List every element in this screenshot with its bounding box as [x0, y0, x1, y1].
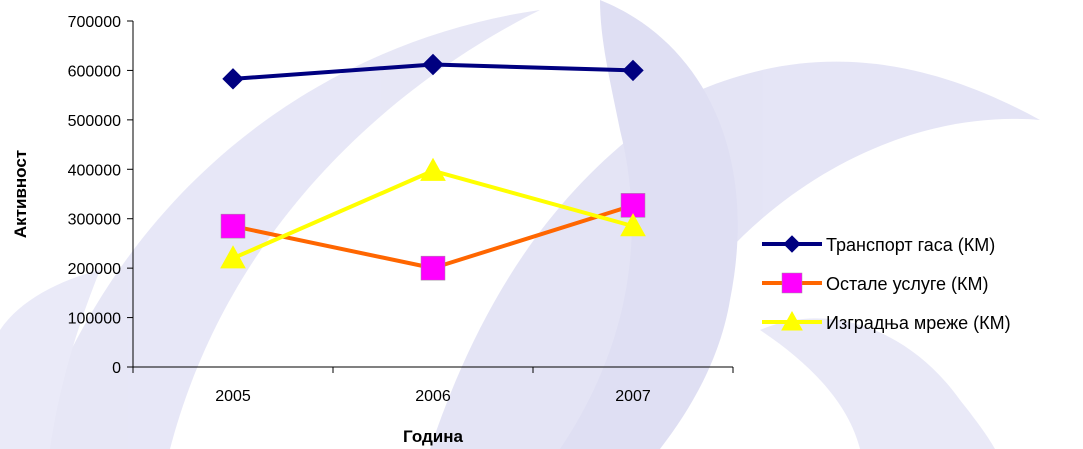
legend-marker	[783, 235, 801, 253]
series-1	[222, 53, 644, 90]
legend-item-2: Остале услуге (КМ)	[762, 272, 989, 294]
axes: 0 100000 200000 300000 400000 500000 600000 700…	[11, 14, 734, 446]
y-tick-label: 500000	[68, 113, 121, 130]
y-tick-label: 600000	[68, 63, 121, 80]
data-point	[222, 68, 244, 90]
legend-marker	[781, 272, 803, 294]
data-point	[220, 213, 246, 239]
series-2	[220, 193, 646, 281]
legend-label: Изградња мреже (КМ)	[826, 313, 1011, 333]
data-point	[622, 59, 644, 82]
data-point	[422, 53, 444, 76]
x-tick-label: 2006	[415, 388, 451, 405]
series-3	[220, 157, 646, 269]
legend-label: Транспорт гаса (КМ)	[826, 235, 995, 255]
x-tick-label: 2007	[615, 388, 651, 405]
data-point	[620, 213, 646, 237]
legend-marker	[781, 310, 803, 331]
background-watermark	[0, 0, 1040, 449]
y-tick-label: 400000	[68, 162, 121, 179]
legend: Транспорт гаса (КМ) Остале услуге (КМ) Изг…	[762, 235, 1011, 333]
data-point	[420, 255, 446, 281]
y-tick-label: 700000	[68, 14, 121, 31]
legend-label: Остале услуге (КМ)	[826, 274, 989, 294]
y-tick-label: 100000	[68, 311, 121, 328]
y-axis-title: Активност	[11, 150, 30, 238]
y-tick-label: 200000	[68, 261, 121, 278]
plot-area	[220, 53, 646, 281]
data-point	[420, 157, 446, 181]
y-tick-label: 300000	[68, 212, 121, 229]
x-axis-title: Година	[403, 427, 463, 446]
x-tick-label: 2005	[215, 388, 251, 405]
legend-item-1: Транспорт гаса (КМ)	[762, 235, 995, 255]
y-tick-label: 0	[112, 360, 121, 377]
data-point	[220, 245, 246, 269]
legend-item-3: Изградња мреже (КМ)	[762, 310, 1011, 333]
